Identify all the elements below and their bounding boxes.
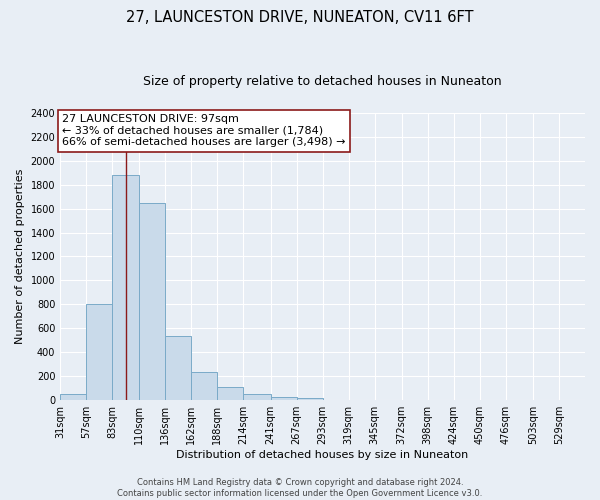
X-axis label: Distribution of detached houses by size in Nuneaton: Distribution of detached houses by size … xyxy=(176,450,469,460)
Bar xyxy=(112,175,139,400)
Y-axis label: Number of detached properties: Number of detached properties xyxy=(15,169,25,344)
Text: 27 LAUNCESTON DRIVE: 97sqm
← 33% of detached houses are smaller (1,784)
66% of s: 27 LAUNCESTON DRIVE: 97sqm ← 33% of deta… xyxy=(62,114,346,147)
Bar xyxy=(60,394,86,400)
Text: 27, LAUNCESTON DRIVE, NUNEATON, CV11 6FT: 27, LAUNCESTON DRIVE, NUNEATON, CV11 6FT xyxy=(126,10,474,25)
Bar xyxy=(244,394,271,400)
Bar xyxy=(296,398,323,400)
Text: Contains HM Land Registry data © Crown copyright and database right 2024.
Contai: Contains HM Land Registry data © Crown c… xyxy=(118,478,482,498)
Bar xyxy=(166,336,191,400)
Title: Size of property relative to detached houses in Nuneaton: Size of property relative to detached ho… xyxy=(143,75,502,88)
Bar xyxy=(191,372,217,400)
Bar xyxy=(217,387,244,400)
Bar xyxy=(139,202,166,400)
Bar xyxy=(271,396,296,400)
Bar xyxy=(86,304,112,400)
